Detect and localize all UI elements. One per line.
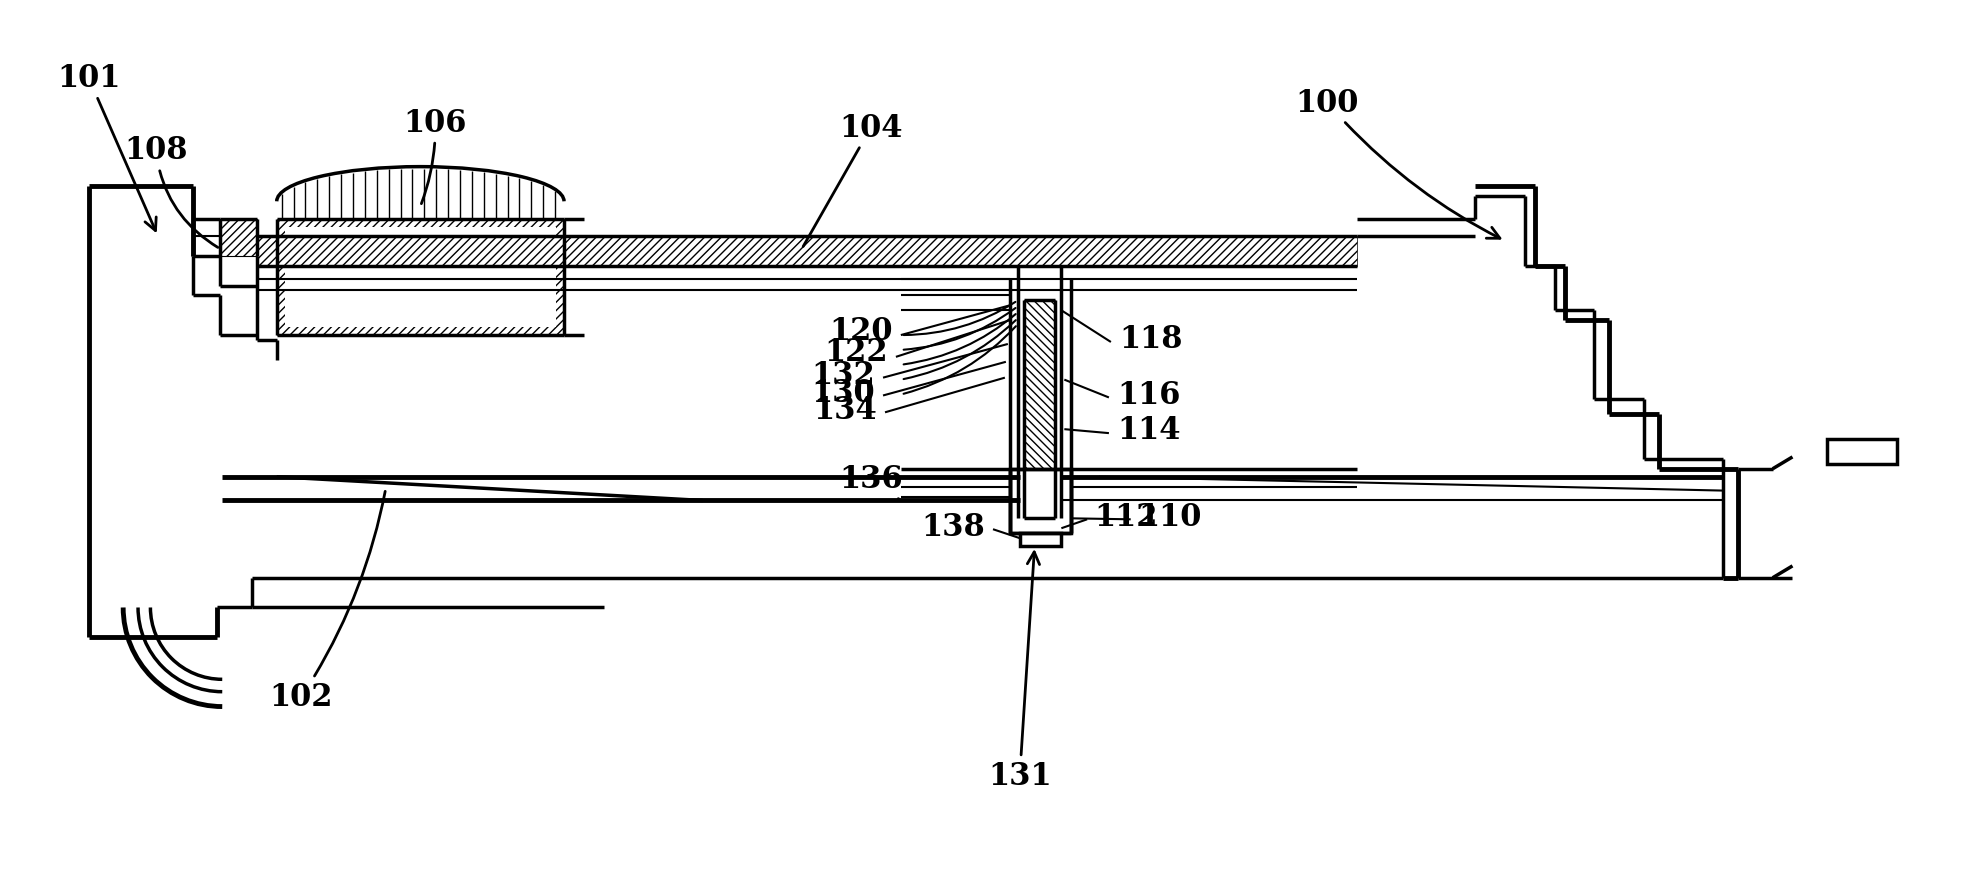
- Text: 130: 130: [812, 377, 876, 409]
- Text: 118: 118: [1118, 323, 1182, 354]
- Text: 104: 104: [802, 113, 904, 247]
- Text: 100: 100: [1295, 88, 1499, 239]
- Text: 136: 136: [840, 464, 904, 499]
- Text: 132: 132: [812, 359, 876, 391]
- Text: 106: 106: [403, 107, 467, 205]
- Polygon shape: [1019, 534, 1061, 546]
- Text: 120: 120: [830, 316, 894, 346]
- Text: 112: 112: [1094, 502, 1158, 532]
- Polygon shape: [276, 220, 564, 335]
- Polygon shape: [1023, 301, 1055, 519]
- Text: 116: 116: [1116, 380, 1180, 410]
- Text: 108: 108: [123, 135, 218, 249]
- Text: 138: 138: [922, 511, 985, 542]
- Polygon shape: [284, 228, 556, 328]
- Text: 110: 110: [1138, 502, 1202, 532]
- Polygon shape: [256, 237, 1356, 266]
- Text: 114: 114: [1116, 414, 1180, 445]
- Text: 122: 122: [824, 337, 888, 368]
- Polygon shape: [1009, 469, 1070, 534]
- Polygon shape: [1827, 440, 1897, 464]
- Text: 101: 101: [58, 63, 157, 232]
- Polygon shape: [276, 202, 564, 341]
- Polygon shape: [220, 220, 256, 257]
- Text: 134: 134: [814, 394, 878, 426]
- Text: 131: 131: [987, 552, 1051, 791]
- Text: 102: 102: [270, 492, 385, 713]
